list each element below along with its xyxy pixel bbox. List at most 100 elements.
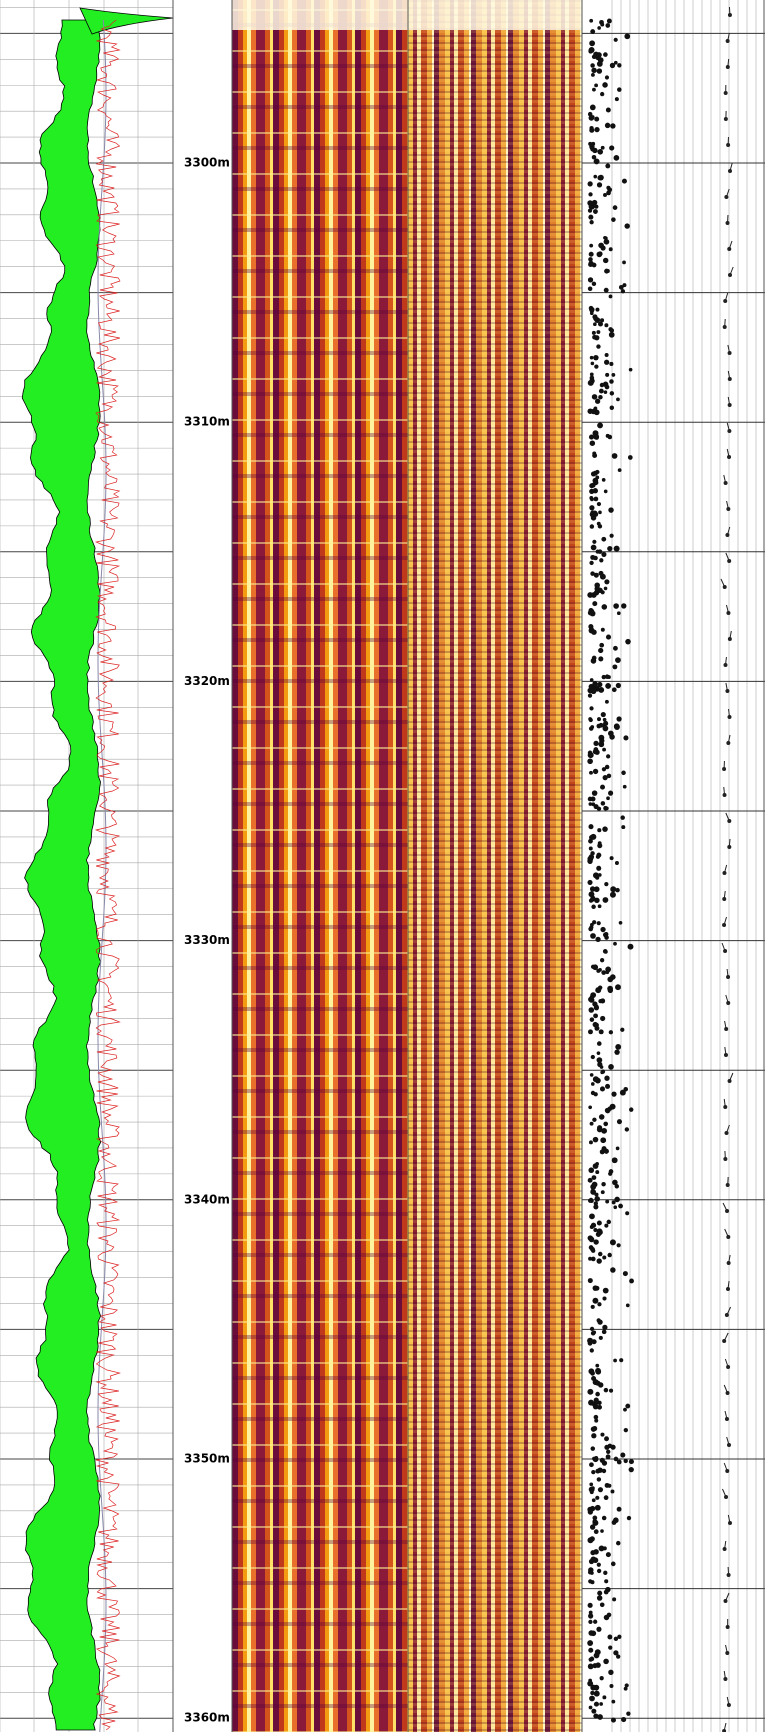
dip-dot [588, 1029, 593, 1035]
dip-dot [628, 367, 633, 372]
dip-dot [609, 891, 616, 898]
dip-dot [611, 1520, 617, 1525]
dip-dot [598, 656, 604, 662]
dip-dot [589, 1017, 595, 1022]
dip-dot [624, 1127, 630, 1132]
dip-dot [597, 681, 603, 688]
dip-dot [597, 904, 602, 909]
dip-dot [606, 185, 611, 190]
dip-dot [595, 1161, 599, 1166]
dip-dot [592, 601, 598, 607]
dip-dot [604, 1579, 609, 1584]
dip-dot [608, 1669, 614, 1676]
dip-dot [608, 790, 614, 796]
dip-dot [595, 1495, 600, 1500]
dip-dot [590, 1082, 595, 1086]
dip-dot [611, 1699, 616, 1704]
dip-dot [596, 1318, 601, 1323]
dip-dot [598, 1029, 604, 1035]
dip-dot [599, 1086, 605, 1092]
dip-dot [613, 37, 618, 42]
dip-dot [607, 546, 613, 552]
dip-dot [588, 1579, 593, 1584]
dip-dot [609, 361, 614, 367]
dip-dot [617, 87, 622, 92]
tadpole-tail [727, 396, 731, 406]
dip-dot [589, 18, 594, 23]
dip-dot [613, 1205, 618, 1210]
dip-dot [595, 987, 602, 994]
tadpole-tail [729, 162, 733, 172]
tadpole-tail [726, 1306, 732, 1316]
dip-dot [597, 1251, 603, 1257]
dip-dot [595, 1367, 601, 1374]
dip-dot [588, 838, 593, 844]
dip-dot [588, 1657, 593, 1662]
dip-dot [597, 1302, 602, 1307]
tadpole-tail [724, 318, 726, 328]
dip-dot [593, 1228, 598, 1233]
dip-dot [608, 730, 614, 737]
dip-dot [617, 468, 622, 473]
dip-dot [616, 1654, 621, 1659]
dip-dot [615, 984, 621, 991]
dip-dot [587, 286, 593, 292]
dip-dot [600, 801, 606, 806]
dip-dot [604, 1436, 609, 1442]
dip-dot [596, 182, 603, 188]
dip-dot [596, 1568, 602, 1574]
tadpole-tail [727, 32, 730, 42]
dip-dot [606, 1449, 611, 1454]
dip-dot [603, 52, 608, 57]
dip-dot [615, 1044, 622, 1050]
dip-dot [591, 154, 597, 160]
dip-dot [601, 674, 607, 680]
dip-dot [590, 1222, 597, 1228]
tadpole-tail [725, 552, 730, 562]
dip-dot [603, 1121, 609, 1127]
dip-dot [588, 204, 593, 209]
dip-dot [598, 1335, 603, 1340]
dip-dot [590, 554, 596, 560]
tadpole-tail [724, 1020, 727, 1030]
dip-dot [597, 422, 603, 429]
dip-dot [627, 455, 633, 460]
dip-dot [588, 1167, 595, 1174]
dip-dot [616, 1243, 621, 1248]
dip-dot [603, 1570, 608, 1575]
dip-dot [597, 26, 601, 30]
dip-dot [607, 434, 613, 440]
dip-dot [622, 283, 627, 288]
dip-dot [603, 239, 610, 245]
tadpole-tail [729, 1072, 734, 1082]
tadpole-tail [723, 1332, 729, 1342]
dip-dot [589, 1536, 595, 1542]
dip-dot [615, 682, 621, 689]
dip-dot [590, 1304, 595, 1309]
dip-dot [620, 815, 625, 820]
dip-dot [615, 1146, 620, 1151]
dip-dot [603, 192, 607, 197]
dip-dot [597, 148, 604, 155]
dip-dot [605, 1454, 611, 1460]
dip-dot [605, 634, 612, 640]
gamma-spike [79, 7, 174, 35]
dip-dot [588, 1647, 594, 1653]
dip-dot [590, 1684, 597, 1691]
dip-dot [589, 994, 595, 1000]
tadpole-tail [725, 1644, 728, 1654]
dip-dot [590, 1446, 596, 1451]
dip-dot [589, 483, 595, 489]
dip-dot [629, 1278, 634, 1284]
dip-dot [588, 824, 594, 830]
dip-dot [604, 935, 609, 940]
dip-dot [588, 48, 593, 53]
dip-dot [589, 355, 594, 360]
dip-dot [588, 1368, 595, 1375]
dip-dot [594, 685, 599, 690]
dip-dot [594, 83, 599, 88]
dip-dot [604, 1075, 610, 1081]
dip-dot [608, 327, 613, 332]
dip-dot [600, 318, 605, 323]
dip-dot [589, 1505, 596, 1512]
